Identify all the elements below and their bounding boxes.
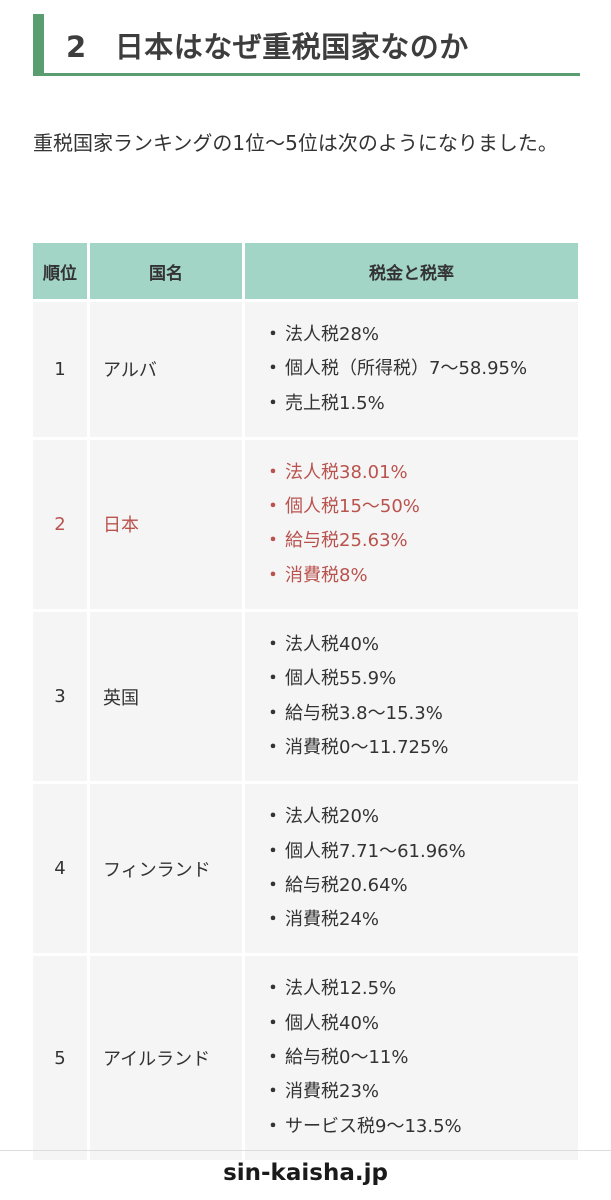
- bullet-mark: ・: [264, 668, 282, 690]
- tax-item-text: 個人税7.71〜61.96%: [285, 840, 466, 862]
- tax-item: ・個人税15〜50%: [264, 490, 578, 524]
- bullet-mark: ・: [264, 1115, 282, 1137]
- bullet-mark: ・: [264, 909, 282, 931]
- tax-item: ・個人税40%: [264, 1007, 578, 1041]
- bullet-mark: ・: [264, 530, 282, 552]
- country-cell: アイルランド: [90, 956, 245, 1163]
- bullet-mark: ・: [264, 1047, 282, 1069]
- tax-item-text: 消費税23%: [285, 1081, 380, 1103]
- tax-item: ・法人税38.01%: [264, 456, 578, 490]
- country-cell: アルバ: [90, 302, 245, 440]
- tax-item-text: 消費税0〜11.725%: [285, 736, 449, 758]
- country-cell: フィンランド: [90, 784, 245, 957]
- tax-list: ・法人税40% ・個人税55.9% ・給与税3.8〜15.3% ・消費税0〜11.72…: [264, 628, 578, 765]
- bullet-mark: ・: [264, 1081, 282, 1103]
- tax-item: ・個人税（所得税）7〜58.95%: [264, 352, 578, 386]
- bullet-mark: ・: [264, 358, 282, 380]
- table-row: 4 フィンランド・法人税20% ・個人税7.71〜61.96% ・給与税20.64% ・…: [33, 784, 578, 957]
- tax-item-text: 給与税20.64%: [285, 874, 408, 896]
- tax-ranking-table: 順位 国名 税金と税率 1 アルバ・法人税28% ・個人税（所得税）7〜58.95%…: [33, 243, 578, 1163]
- tax-item: ・給与税25.63%: [264, 524, 578, 558]
- country-cell: 日本: [90, 439, 245, 613]
- tax-item-text: 法人税12.5%: [285, 978, 397, 1000]
- rank-cell: 4: [33, 784, 90, 957]
- tax-item-text: 法人税20%: [285, 806, 380, 828]
- table-row: 5 アイルランド・法人税12.5% ・個人税40% ・給与税0〜11% ・消費税23% ・…: [33, 956, 578, 1163]
- footer-divider: [0, 1150, 611, 1151]
- tax-item: ・法人税28%: [264, 318, 578, 352]
- source-credit: sin-kaisha.jp: [223, 1160, 388, 1186]
- tax-item: ・法人税12.5%: [264, 972, 578, 1006]
- rank-cell: 2: [33, 439, 90, 613]
- tax-item: ・個人税7.71〜61.96%: [264, 835, 578, 869]
- bullet-mark: ・: [264, 324, 282, 345]
- section-heading-text: 2 日本はなぜ重税国家なのか: [66, 24, 469, 66]
- section-heading: 2 日本はなぜ重税国家なのか: [33, 14, 580, 76]
- tax-item-text: 給与税0〜11%: [285, 1047, 409, 1069]
- tax-item-text: 給与税3.8〜15.3%: [285, 702, 443, 724]
- bullet-mark: ・: [264, 634, 282, 656]
- tax-cell: ・法人税12.5% ・個人税40% ・給与税0〜11% ・消費税23% ・サービス税9〜…: [245, 956, 578, 1163]
- tax-item: ・給与税0〜11%: [264, 1041, 578, 1075]
- tax-item: ・消費税24%: [264, 903, 578, 937]
- tax-item: ・サービス税9〜13.5%: [264, 1110, 578, 1144]
- table-row: 1 アルバ・法人税28% ・個人税（所得税）7〜58.95% ・売上税1.5%: [33, 302, 578, 440]
- tax-item-text: 消費税8%: [285, 564, 368, 586]
- intro-paragraph: 重税国家ランキングの1位〜5位は次のようになりました。: [33, 131, 558, 155]
- country-cell: 英国: [90, 612, 245, 785]
- bullet-mark: ・: [264, 840, 282, 862]
- table-header-row: 順位 国名 税金と税率: [33, 243, 578, 302]
- tax-cell: ・法人税38.01% ・個人税15〜50% ・給与税25.63% ・消費税8%: [245, 439, 578, 613]
- tax-item: ・給与税3.8〜15.3%: [264, 697, 578, 731]
- tax-list: ・法人税12.5% ・個人税40% ・給与税0〜11% ・消費税23% ・サービス税9〜…: [264, 972, 578, 1143]
- tax-item: ・給与税20.64%: [264, 869, 578, 903]
- tax-item-text: 消費税24%: [285, 909, 380, 931]
- tax-item-text: 個人税40%: [285, 1012, 380, 1034]
- bullet-mark: ・: [264, 564, 282, 586]
- tax-cell: ・法人税40% ・個人税55.9% ・給与税3.8〜15.3% ・消費税0〜11.72…: [245, 612, 578, 785]
- section-title: 日本はなぜ重税国家なのか: [114, 30, 469, 64]
- tax-item-text: 個人税（所得税）7〜58.95%: [285, 358, 528, 380]
- tax-item-text: 給与税25.63%: [285, 530, 408, 552]
- tax-cell: ・法人税20% ・個人税7.71〜61.96% ・給与税20.64% ・消費税24%: [245, 784, 578, 957]
- tax-item: ・消費税0〜11.725%: [264, 731, 578, 765]
- bullet-mark: ・: [264, 1012, 282, 1034]
- tax-item: ・消費税23%: [264, 1075, 578, 1109]
- tax-cell: ・法人税28% ・個人税（所得税）7〜58.95% ・売上税1.5%: [245, 302, 578, 440]
- rank-cell: 5: [33, 956, 90, 1163]
- tax-item-text: 法人税38.01%: [285, 461, 408, 483]
- tax-item-text: 売上税1.5%: [285, 392, 385, 414]
- tax-item-text: 法人税40%: [285, 634, 380, 656]
- bullet-mark: ・: [264, 461, 282, 483]
- bullet-mark: ・: [264, 496, 282, 518]
- tax-item: ・売上税1.5%: [264, 387, 578, 421]
- tax-item: ・消費税8%: [264, 559, 578, 593]
- bullet-mark: ・: [264, 806, 282, 828]
- header-rank: 順位: [33, 243, 90, 302]
- tax-item-text: 個人税55.9%: [285, 668, 397, 690]
- table-row: 3 英国・法人税40% ・個人税55.9% ・給与税3.8〜15.3% ・消費税0〜11…: [33, 612, 578, 785]
- tax-list: ・法人税20% ・個人税7.71〜61.96% ・給与税20.64% ・消費税24%: [264, 800, 578, 937]
- tax-item-text: 法人税28%: [285, 324, 380, 345]
- tax-item-text: サービス税9〜13.5%: [285, 1115, 462, 1137]
- section-number: 2: [66, 30, 87, 64]
- tax-item: ・法人税40%: [264, 628, 578, 662]
- header-tax: 税金と税率: [245, 243, 578, 302]
- table-body: 1 アルバ・法人税28% ・個人税（所得税）7〜58.95% ・売上税1.5% 2 日本・…: [33, 302, 578, 1163]
- tax-item: ・法人税20%: [264, 800, 578, 834]
- bullet-mark: ・: [264, 874, 282, 896]
- tax-list: ・法人税38.01% ・個人税15〜50% ・給与税25.63% ・消費税8%: [264, 456, 578, 593]
- bullet-mark: ・: [264, 736, 282, 758]
- tax-list: ・法人税28% ・個人税（所得税）7〜58.95% ・売上税1.5%: [264, 318, 578, 421]
- rank-cell: 1: [33, 302, 90, 440]
- table-row: 2 日本・法人税38.01% ・個人税15〜50% ・給与税25.63% ・消費税8%: [33, 439, 578, 613]
- bullet-mark: ・: [264, 702, 282, 724]
- tax-item-text: 個人税15〜50%: [285, 496, 420, 518]
- bullet-mark: ・: [264, 392, 282, 414]
- rank-cell: 3: [33, 612, 90, 785]
- tax-item: ・個人税55.9%: [264, 662, 578, 696]
- header-country: 国名: [90, 243, 245, 302]
- bullet-mark: ・: [264, 978, 282, 1000]
